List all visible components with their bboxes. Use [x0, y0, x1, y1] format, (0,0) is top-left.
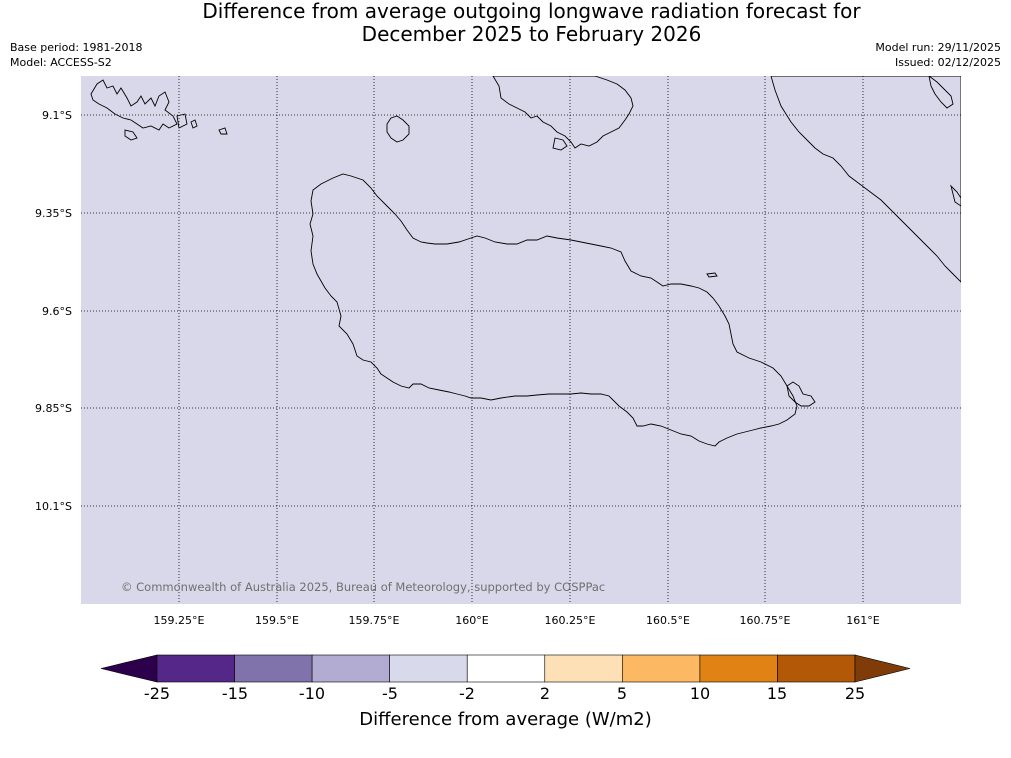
- colorbar-tick-1: -25: [143, 684, 171, 703]
- colorbar-tick-6: 2: [539, 684, 551, 703]
- colorbar-tick-10: 25: [844, 684, 866, 703]
- colorbar-segment: [311, 654, 390, 683]
- colorbar-extend-low: [100, 654, 158, 683]
- issued-text: Issued: 02/12/2025: [894, 56, 1001, 69]
- lon-label-2: 159.5°E: [255, 614, 299, 627]
- coastline-florida-islands: [492, 76, 634, 149]
- colorbar-tick-7: 5: [616, 684, 628, 703]
- lon-label-8: 161°E: [846, 614, 880, 627]
- coastline-marau-islets: [786, 381, 816, 407]
- title-line-2: December 2025 to February 2026: [361, 22, 702, 46]
- coastline-nw-islet-2: [176, 113, 188, 129]
- title-line-1: Difference from average outgoing longwav…: [202, 0, 861, 23]
- colorbar-segment: [234, 654, 313, 683]
- meta-left: Base period: 1981-2018 Model: ACCESS-S2: [10, 40, 142, 70]
- colorbar-tick-8: 10: [689, 684, 711, 703]
- lat-label-3: 9.6°S: [42, 305, 72, 318]
- lon-label-3: 159.75°E: [348, 614, 400, 627]
- colorbar-segment: [156, 654, 235, 683]
- lat-label-4: 9.85°S: [35, 402, 72, 415]
- coastline-ne-islet-1: [928, 76, 954, 109]
- colorbar-extend-high: [854, 654, 911, 683]
- chart-title: Difference from average outgoing longwav…: [0, 0, 1011, 46]
- lon-label-1: 159.25°E: [153, 614, 205, 627]
- colorbar-segment: [389, 654, 468, 683]
- coastline-nw-islands: [90, 79, 178, 131]
- coastline-nw-islet-4: [190, 119, 198, 129]
- colorbar-tick-4: -5: [382, 684, 398, 703]
- coastline-malaita: [770, 76, 961, 283]
- lat-label-2: 9.35°S: [35, 207, 72, 220]
- coastline-small-island: [386, 115, 410, 143]
- base-period-text: Base period: 1981-2018: [10, 41, 143, 54]
- model-run-text: Model run: 29/11/2025: [875, 41, 1001, 54]
- lon-label-5: 160.25°E: [544, 614, 596, 627]
- coastline-nw-islet-3: [218, 127, 228, 135]
- coastline-nw-islet-1: [124, 129, 138, 141]
- model-text: Model: ACCESS-S2: [10, 56, 112, 69]
- copyright-notice: © Commonwealth of Australia 2025, Bureau…: [121, 580, 606, 594]
- lon-label-4: 160°E: [455, 614, 489, 627]
- meta-right: Model run: 29/11/2025 Issued: 02/12/2025: [875, 40, 1001, 70]
- gridlines: [81, 76, 961, 604]
- map-canvas: [81, 76, 961, 604]
- coastline-tiny-islet: [706, 272, 718, 278]
- colorbar-segment: [699, 654, 778, 683]
- lon-label-7: 160.75°E: [739, 614, 791, 627]
- map-panel: © Commonwealth of Australia 2025, Bureau…: [81, 76, 961, 604]
- coastline-florida-islet: [552, 137, 568, 151]
- lat-label-5: 10.1°S: [35, 500, 72, 513]
- colorbar-tick-5: -2: [459, 684, 475, 703]
- lon-label-6: 160.5°E: [646, 614, 690, 627]
- coastline-ne-islet-2: [950, 184, 961, 207]
- colorbar-tick-3: -10: [298, 684, 326, 703]
- lat-label-1: 9.1°S: [42, 109, 72, 122]
- colorbar-segment: [466, 654, 546, 683]
- colorbar-segment: [544, 654, 623, 683]
- coastlines: [90, 76, 961, 447]
- colorbar-tick-2: -15: [221, 684, 249, 703]
- colorbar-title: Difference from average (W/m2): [359, 709, 652, 730]
- coastline-guadalcanal: [309, 173, 798, 447]
- colorbar-tick-9: 15: [766, 684, 788, 703]
- colorbar-segment: [622, 654, 701, 683]
- colorbar-segment: [777, 654, 856, 683]
- colorbar: [100, 654, 911, 683]
